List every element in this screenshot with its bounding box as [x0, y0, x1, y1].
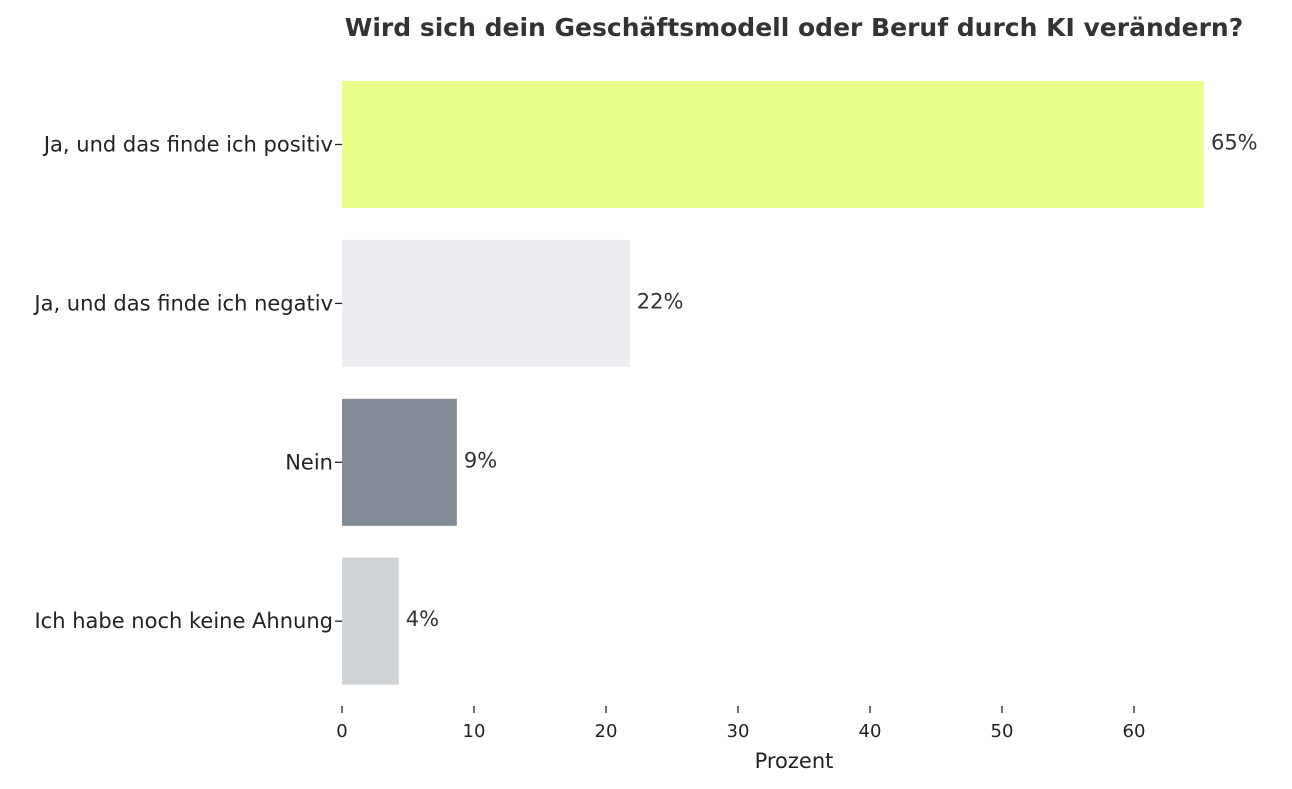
- x-tick-label: 30: [727, 721, 750, 742]
- category-label: Ja, und das finde ich positiv: [42, 133, 333, 157]
- x-tick-label: 40: [859, 721, 882, 742]
- category-label: Ich habe noch keine Ahnung: [34, 609, 333, 633]
- bar: [342, 398, 457, 526]
- x-tick-label: 0: [336, 721, 347, 742]
- x-axis: 0 10 20 30 40 50 60: [336, 706, 1145, 742]
- x-tick-label: 50: [991, 721, 1014, 742]
- bar: [342, 557, 399, 685]
- x-tick-label: 20: [595, 721, 618, 742]
- category-label: Nein: [285, 450, 333, 474]
- x-axis-label: Prozent: [755, 749, 834, 773]
- bars-group: 65% 22% 9% 4%: [342, 81, 1258, 685]
- bar: [342, 81, 1204, 208]
- bar-value-label: 9%: [464, 448, 497, 472]
- bar-value-label: 22%: [637, 289, 684, 313]
- category-label: Ja, und das finde ich negativ: [32, 291, 333, 315]
- bar: [342, 239, 630, 367]
- chart-title: Wird sich dein Geschäftsmodell oder Beru…: [345, 13, 1243, 42]
- category-labels-group: Ja, und das finde ich positiv Ja, und das…: [32, 133, 342, 633]
- x-tick-label: 10: [463, 721, 486, 742]
- bar-value-label: 65%: [1211, 131, 1258, 155]
- x-tick-label: 60: [1123, 721, 1146, 742]
- bar-value-label: 4%: [406, 607, 439, 631]
